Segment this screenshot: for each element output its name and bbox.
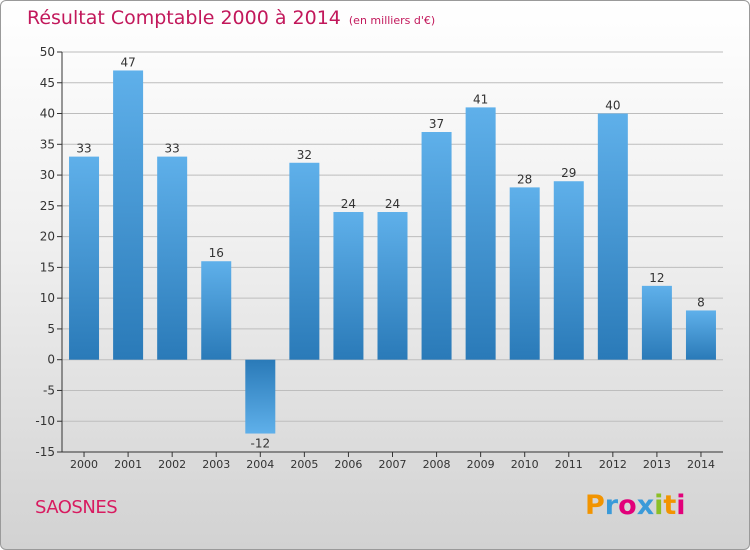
bar	[597, 113, 628, 360]
y-tick-label: 45	[40, 76, 55, 90]
bar	[289, 162, 320, 360]
bar-value-label: 47	[120, 55, 135, 69]
bar	[201, 261, 232, 360]
x-tick-label: 2009	[467, 458, 495, 471]
bar-value-label: 24	[341, 197, 356, 211]
logo-letter: i	[654, 490, 664, 521]
bar-value-label: 8	[697, 295, 705, 309]
bar	[685, 310, 716, 360]
logo-letter: o	[618, 490, 637, 521]
x-tick-label: 2008	[423, 458, 451, 471]
y-tick-label: -15	[35, 445, 55, 459]
bar	[641, 285, 672, 360]
y-tick-label: 5	[47, 322, 55, 336]
bar	[245, 359, 276, 434]
bar-value-label: 12	[649, 271, 664, 285]
y-tick-label: 10	[40, 291, 55, 305]
y-tick-label: 30	[40, 168, 55, 182]
chart-title-text: Résultat Comptable 2000 à 2014	[27, 7, 341, 29]
x-tick-label: 2012	[599, 458, 627, 471]
bar-value-label: 33	[165, 142, 180, 156]
bar	[377, 212, 408, 360]
bar-value-label: 16	[209, 246, 224, 260]
bar-value-label: 41	[473, 92, 488, 106]
logo-letter: i	[676, 490, 686, 521]
x-tick-label: 2014	[687, 458, 715, 471]
y-tick-label: 35	[40, 137, 55, 151]
bar	[465, 107, 496, 360]
bar	[333, 212, 364, 360]
bar-value-label: 33	[76, 142, 91, 156]
logo-letter: r	[604, 490, 619, 521]
x-tick-label: 2007	[379, 458, 407, 471]
x-tick-label: 2010	[511, 458, 539, 471]
logo-letter: t	[663, 490, 677, 521]
bar-value-label: 29	[561, 166, 576, 180]
x-tick-label: 2002	[158, 458, 186, 471]
y-tick-label: 25	[40, 199, 55, 213]
y-tick-label: -5	[43, 383, 55, 397]
y-tick-label: 50	[40, 45, 55, 59]
bar-value-label: 28	[517, 172, 532, 186]
y-tick-label: 0	[47, 353, 55, 367]
bar-value-label: 24	[385, 197, 400, 211]
logo-letter: P	[585, 490, 605, 521]
x-tick-label: 2006	[334, 458, 362, 471]
bar	[69, 156, 100, 360]
y-tick-label: 40	[40, 107, 55, 121]
y-tick-label: 15	[40, 260, 55, 274]
x-tick-label: 2001	[114, 458, 142, 471]
bar	[553, 181, 584, 360]
x-tick-label: 2011	[555, 458, 583, 471]
x-tick-label: 2005	[290, 458, 318, 471]
chart-title: Résultat Comptable 2000 à 2014 (en millie…	[27, 7, 435, 29]
bar-value-label: -12	[250, 437, 270, 451]
bar-value-label: 37	[429, 117, 444, 131]
x-tick-label: 2013	[643, 458, 671, 471]
x-tick-label: 2000	[70, 458, 98, 471]
y-tick-label: -10	[35, 414, 55, 428]
logo-letter: x	[636, 490, 655, 521]
chart-subtitle: (en milliers d'€)	[348, 14, 436, 27]
bar	[113, 70, 144, 360]
proxiti-logo: Proxiti	[585, 490, 686, 521]
bar	[509, 187, 540, 360]
bar-value-label: 40	[605, 99, 620, 113]
y-tick-label: 20	[40, 230, 55, 244]
x-tick-label: 2004	[246, 458, 274, 471]
bar	[157, 156, 188, 360]
bar	[421, 132, 452, 360]
commune-name: SAOSNES	[35, 497, 118, 518]
bar-value-label: 32	[297, 148, 312, 162]
x-tick-label: 2003	[202, 458, 230, 471]
